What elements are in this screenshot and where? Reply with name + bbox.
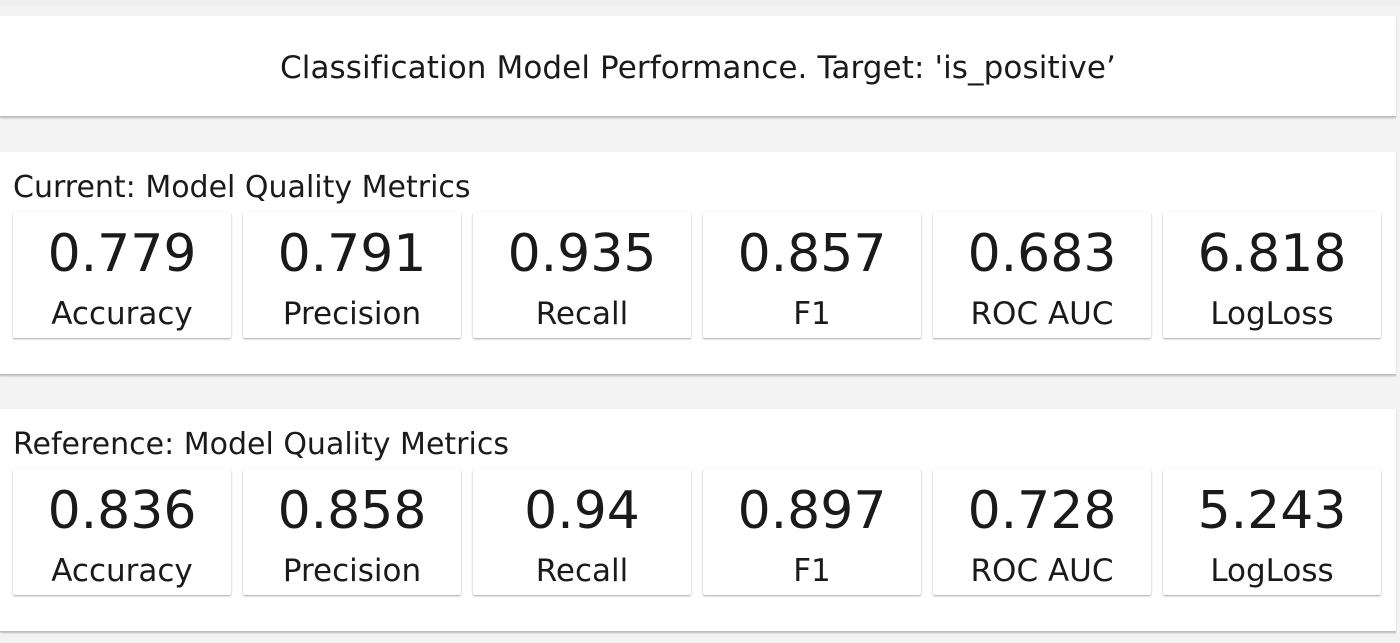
current-metrics-panel: Current: Model Quality Metrics 0.779 Acc…	[0, 152, 1396, 375]
metric-card-roc-auc: 0.683 ROC AUC	[933, 212, 1151, 338]
metric-label: Accuracy	[51, 296, 193, 332]
metric-label: LogLoss	[1210, 296, 1334, 332]
reference-metric-cards: 0.836 Accuracy 0.858 Precision 0.94 Reca…	[13, 469, 1381, 595]
metric-label: ROC AUC	[970, 296, 1114, 332]
metric-label: F1	[793, 553, 831, 589]
metric-value: 0.857	[737, 224, 887, 284]
metric-value: 0.836	[47, 481, 197, 541]
bottom-divider	[0, 634, 1400, 643]
current-metrics-heading: Current: Model Quality Metrics	[13, 170, 471, 205]
metric-card-recall: 0.94 Recall	[473, 469, 691, 595]
metric-value: 0.94	[524, 481, 640, 541]
metric-label: Recall	[535, 296, 629, 332]
metric-label: ROC AUC	[970, 553, 1114, 589]
metric-label: F1	[793, 296, 831, 332]
metric-value: 0.935	[507, 224, 657, 284]
metric-value: 0.728	[967, 481, 1117, 541]
reference-metrics-panel: Reference: Model Quality Metrics 0.836 A…	[0, 409, 1396, 632]
reference-metrics-heading: Reference: Model Quality Metrics	[13, 427, 509, 462]
metric-card-accuracy: 0.779 Accuracy	[13, 212, 231, 338]
metric-value: 6.818	[1197, 224, 1347, 284]
current-metric-cards: 0.779 Accuracy 0.791 Precision 0.935 Rec…	[13, 212, 1381, 338]
metric-card-roc-auc: 0.728 ROC AUC	[933, 469, 1151, 595]
metric-card-precision: 0.858 Precision	[243, 469, 461, 595]
metric-value: 0.683	[967, 224, 1117, 284]
report-title: Classification Model Performance. Target…	[280, 50, 1116, 86]
metric-value: 0.897	[737, 481, 887, 541]
metric-card-recall: 0.935 Recall	[473, 212, 691, 338]
metric-value: 0.791	[277, 224, 427, 284]
metric-value: 0.858	[277, 481, 427, 541]
metric-card-accuracy: 0.836 Accuracy	[13, 469, 231, 595]
report-title-panel: Classification Model Performance. Target…	[0, 16, 1396, 117]
metric-card-f1: 0.897 F1	[703, 469, 921, 595]
metric-label: Recall	[535, 553, 629, 589]
metric-card-logloss: 6.818 LogLoss	[1163, 212, 1381, 338]
metric-value: 5.243	[1197, 481, 1347, 541]
metric-card-f1: 0.857 F1	[703, 212, 921, 338]
metric-value: 0.779	[47, 224, 197, 284]
metric-label: Precision	[282, 296, 422, 332]
metric-label: Precision	[282, 553, 422, 589]
metric-card-logloss: 5.243 LogLoss	[1163, 469, 1381, 595]
top-divider	[0, 0, 1400, 6]
metric-label: Accuracy	[51, 553, 193, 589]
metric-label: LogLoss	[1210, 553, 1334, 589]
metric-card-precision: 0.791 Precision	[243, 212, 461, 338]
